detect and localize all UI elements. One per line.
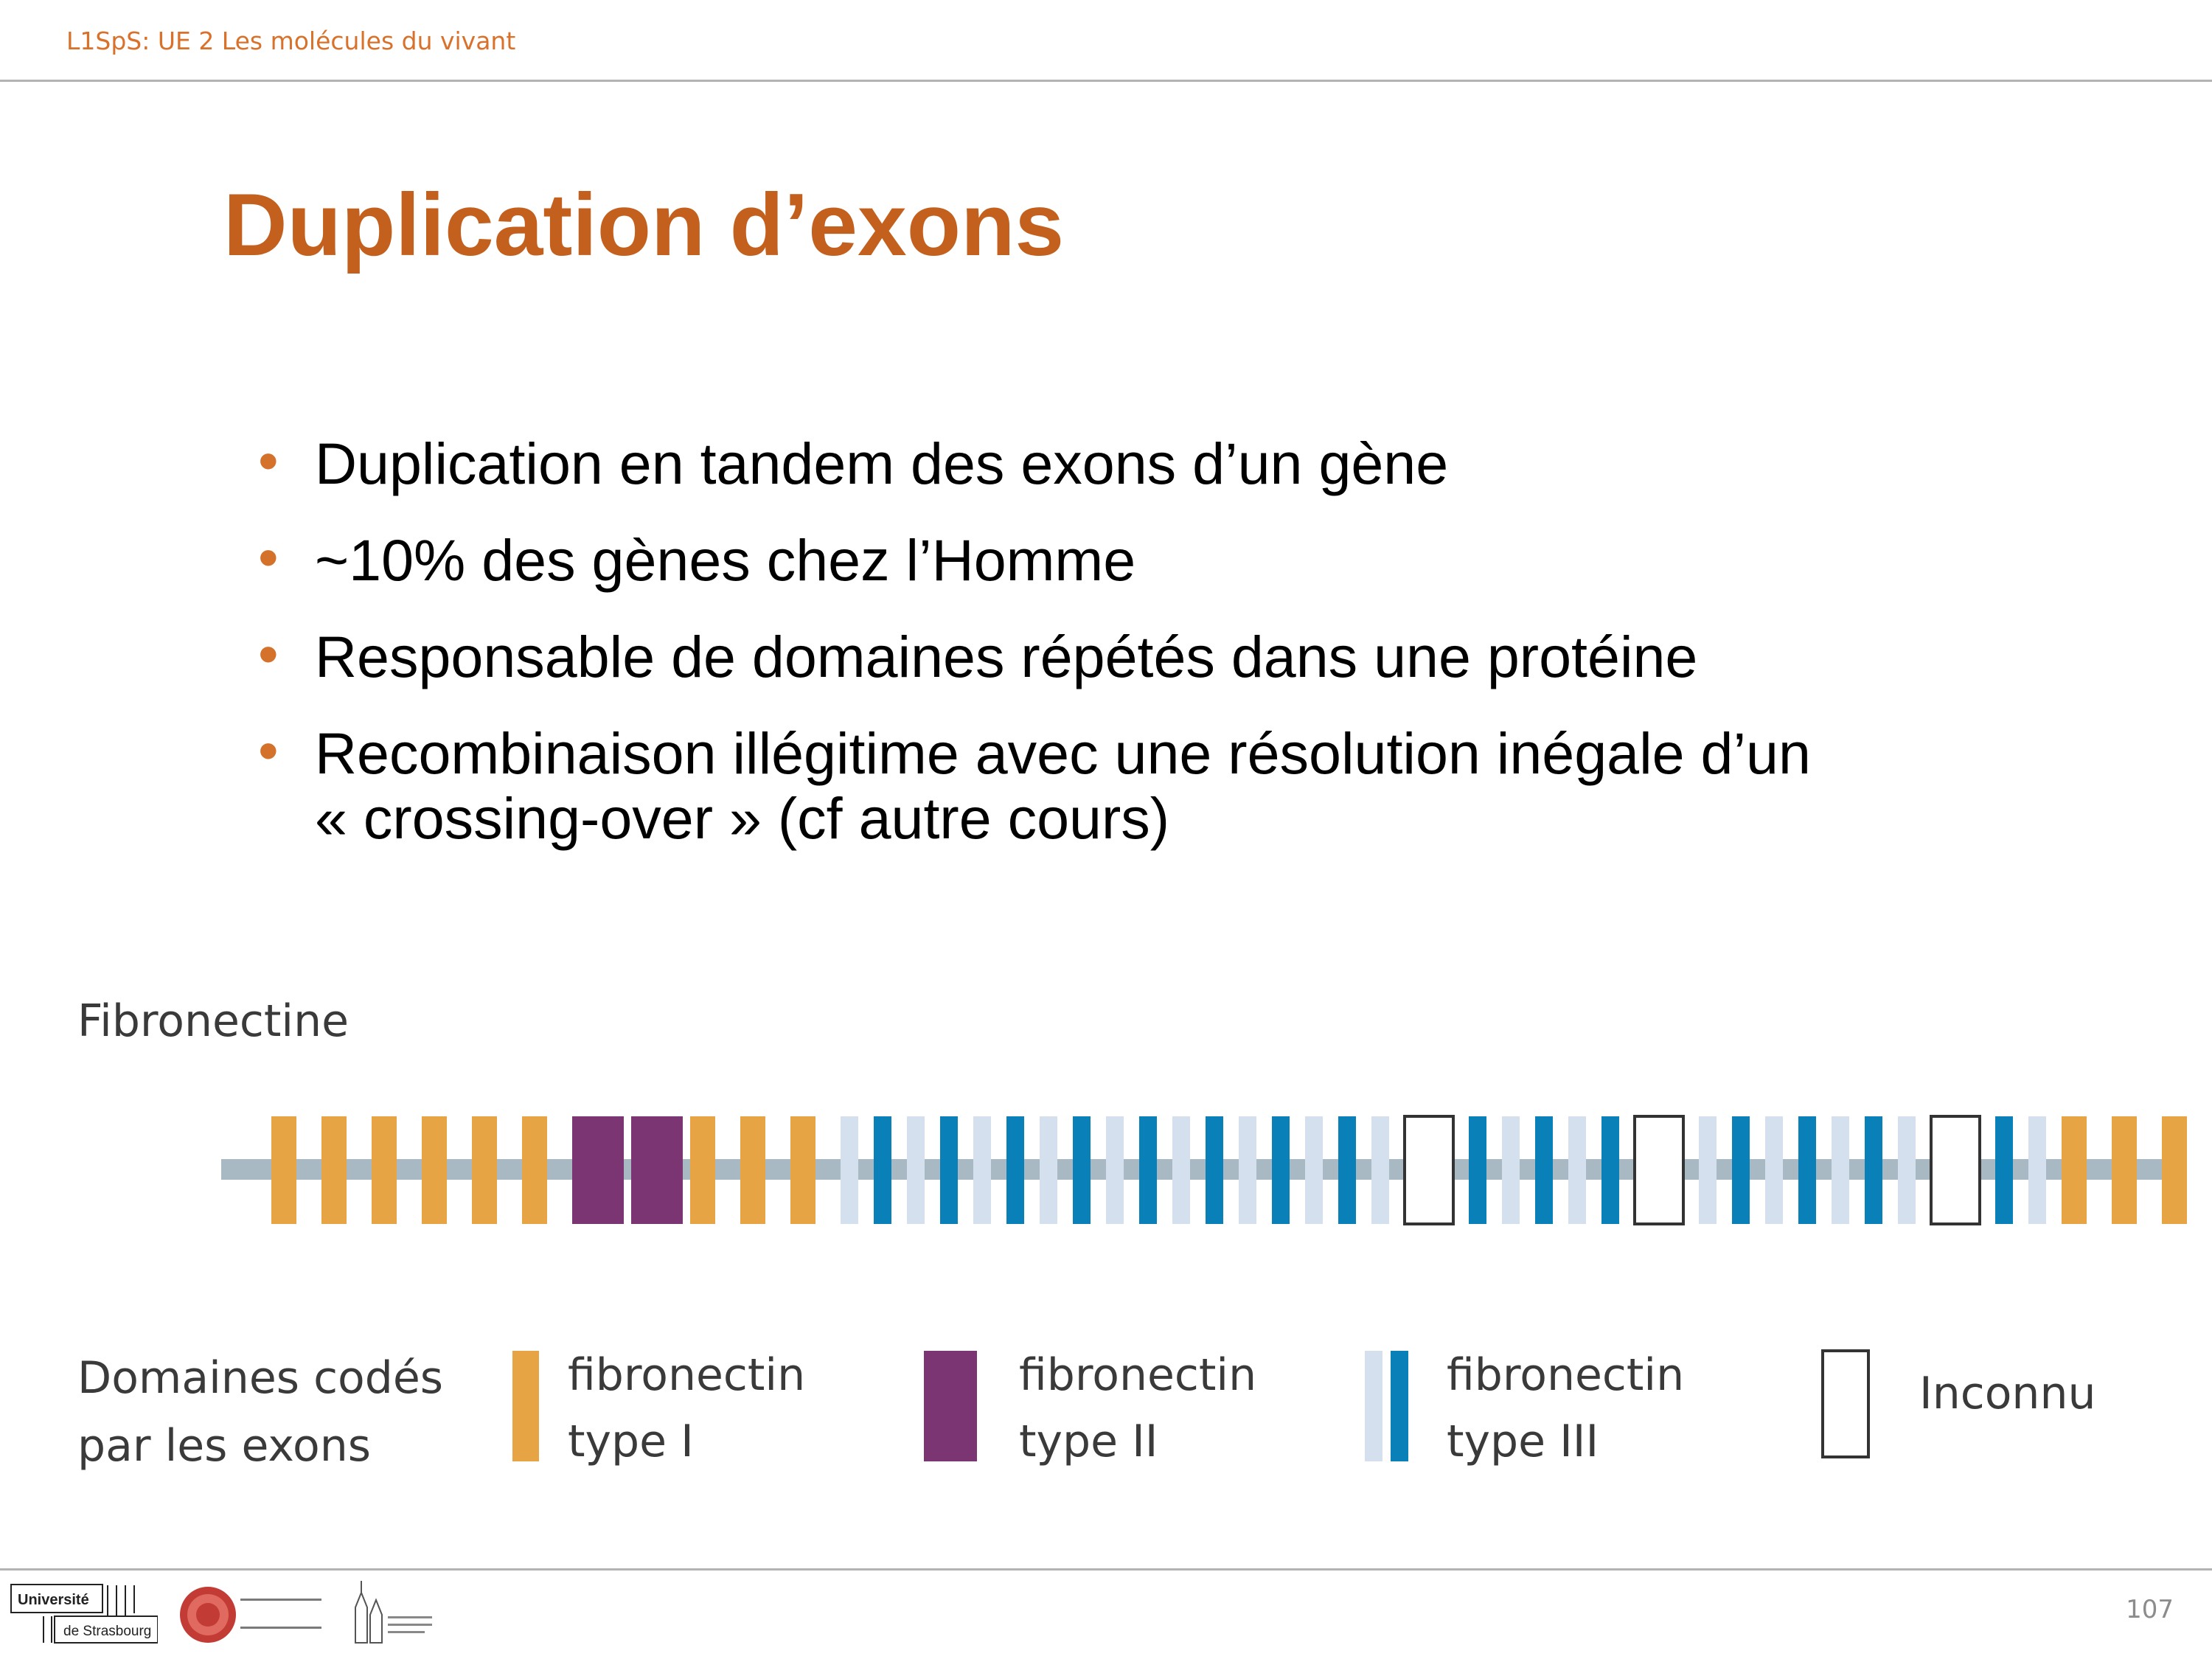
exon-domain-type-iii — [1699, 1116, 1717, 1224]
gene-name-label: Fibronectine — [77, 995, 349, 1047]
exon-domain-type-i — [372, 1116, 397, 1224]
exon-domain-diagram — [221, 1115, 2187, 1225]
exon-domain-type-i — [522, 1116, 547, 1224]
exon-domain-type-iii — [1865, 1116, 1882, 1224]
bullet-icon: • — [258, 621, 279, 686]
exon-domain-type-iii — [1006, 1116, 1024, 1224]
exon-domain-type-iii — [841, 1116, 858, 1224]
slide-title: Duplication d’exons — [223, 175, 1065, 274]
exon-domain-unknown — [1930, 1115, 1981, 1225]
exon-domain-type-i — [422, 1116, 447, 1224]
logo-university-line-1: Université — [18, 1592, 89, 1608]
faculty-of-medicine-seal-logo — [180, 1587, 321, 1643]
exon-domain-type-iii — [1073, 1116, 1091, 1224]
hospitals-strasbourg-logo — [355, 1581, 432, 1644]
exon-domain-type-iii — [1832, 1116, 1849, 1224]
exon-domain-type-i — [690, 1116, 715, 1224]
exon-domain-type-i — [321, 1116, 347, 1224]
exon-domain-type-iii — [1239, 1116, 1256, 1224]
exon-domain-type-iii — [1469, 1116, 1486, 1224]
exon-domain-type-iii — [1272, 1116, 1290, 1224]
exon-domain-unknown — [1633, 1115, 1685, 1225]
legend-label-unknown: Inconnu — [1919, 1360, 2096, 1427]
exon-domain-type-iii — [973, 1116, 991, 1224]
exon-domain-type-i — [2112, 1116, 2137, 1224]
exon-domain-unknown — [1403, 1115, 1455, 1225]
exon-domain-type-ii — [572, 1116, 624, 1224]
university-of-strasbourg-logo: Université de Strasbourg — [10, 1584, 158, 1644]
legend-label-line-2: type II — [1019, 1416, 1158, 1467]
page-number: 107 — [2126, 1595, 2174, 1624]
bullet-list: • Duplication en tandem des exons d’un gè… — [258, 428, 1954, 883]
logo-university-line-2: de Strasbourg — [63, 1624, 151, 1639]
exon-domain-type-iii — [874, 1116, 891, 1224]
exon-domain-type-iii — [1172, 1116, 1190, 1224]
bullet-text-line-1: Recombinaison illégitime avec une résolu… — [315, 720, 1811, 786]
legend-swatch-unknown — [1821, 1349, 1870, 1458]
exon-domain-type-iii — [1305, 1116, 1323, 1224]
legend-swatch-type-i — [512, 1351, 539, 1461]
bullet-text: ~10% des gènes chez l’Homme — [315, 527, 1136, 593]
exon-domain-type-iii — [1898, 1116, 1916, 1224]
legend-label-line-1: fibronectin — [1019, 1349, 1257, 1401]
bullet-text-line-2: « crossing-over » (cf autre cours) — [315, 785, 1170, 851]
bullet-icon: • — [258, 428, 279, 493]
bullet-item: • Recombinaison illégitime avec une résol… — [258, 717, 1954, 851]
exon-domain-type-ii — [631, 1116, 683, 1224]
exon-domain-type-iii — [1765, 1116, 1783, 1224]
legend-swatch-type-ii — [924, 1351, 977, 1461]
legend-label-type-ii: fibronectin type II — [1019, 1342, 1256, 1475]
exon-domain-type-iii — [1535, 1116, 1553, 1224]
exon-domain-type-i — [740, 1116, 765, 1224]
legend-label-line-1: fibronectin — [1447, 1349, 1685, 1401]
exon-domain-type-iii — [1338, 1116, 1356, 1224]
exon-domain-type-iii — [1995, 1116, 2013, 1224]
legend-label-type-i: fibronectin type I — [568, 1342, 805, 1475]
exon-domain-type-iii — [1568, 1116, 1586, 1224]
legend-swatch-type-iii-dark — [1391, 1351, 1408, 1461]
exon-domain-type-iii — [940, 1116, 958, 1224]
legend-label-line-2: type I — [568, 1416, 694, 1467]
bullet-text: Duplication en tandem des exons d’un gèn… — [315, 431, 1449, 496]
exon-domain-type-iii — [1371, 1116, 1389, 1224]
exon-domain-type-i — [790, 1116, 815, 1224]
exon-domain-type-iii — [1502, 1116, 1520, 1224]
footer-divider — [0, 1568, 2212, 1571]
legend-label-line-2: type III — [1447, 1416, 1599, 1467]
exon-domain-type-iii — [2028, 1116, 2046, 1224]
bullet-icon: • — [258, 717, 279, 783]
exon-domain-type-iii — [1798, 1116, 1816, 1224]
legend-label-line-1: fibronectin — [568, 1349, 806, 1401]
legend-title-line-2: par les exons — [77, 1420, 372, 1472]
exon-domain-type-iii — [907, 1116, 925, 1224]
course-header: L1SpS: UE 2 Les molécules du vivant — [66, 27, 516, 55]
bullet-item: • Responsable de domaines répétés dans un… — [258, 621, 1954, 689]
header-divider — [0, 80, 2212, 82]
legend-title-line-1: Domaines codés — [77, 1352, 444, 1404]
exon-domain-type-iii — [1601, 1116, 1619, 1224]
exon-domain-type-iii — [1206, 1116, 1223, 1224]
legend-label-line-1: Inconnu — [1919, 1368, 2096, 1419]
exon-domain-type-iii — [1040, 1116, 1057, 1224]
legend-label-type-iii: fibronectin type III — [1447, 1342, 1684, 1475]
legend-title: Domaines codés par les exons — [77, 1344, 490, 1480]
legend-swatch-type-iii-light — [1365, 1351, 1382, 1461]
exon-domain-type-iii — [1732, 1116, 1750, 1224]
exon-domain-type-i — [271, 1116, 296, 1224]
bullet-item: • ~10% des gènes chez l’Homme — [258, 524, 1954, 593]
bullet-text: Responsable de domaines répétés dans une… — [315, 624, 1698, 689]
exon-domain-type-iii — [1106, 1116, 1124, 1224]
exon-domain-type-iii — [1139, 1116, 1157, 1224]
exon-domain-type-i — [2062, 1116, 2087, 1224]
bullet-icon: • — [258, 524, 279, 590]
bullet-item: • Duplication en tandem des exons d’un gè… — [258, 428, 1954, 496]
exon-domain-type-i — [472, 1116, 497, 1224]
exon-domain-type-i — [2162, 1116, 2187, 1224]
